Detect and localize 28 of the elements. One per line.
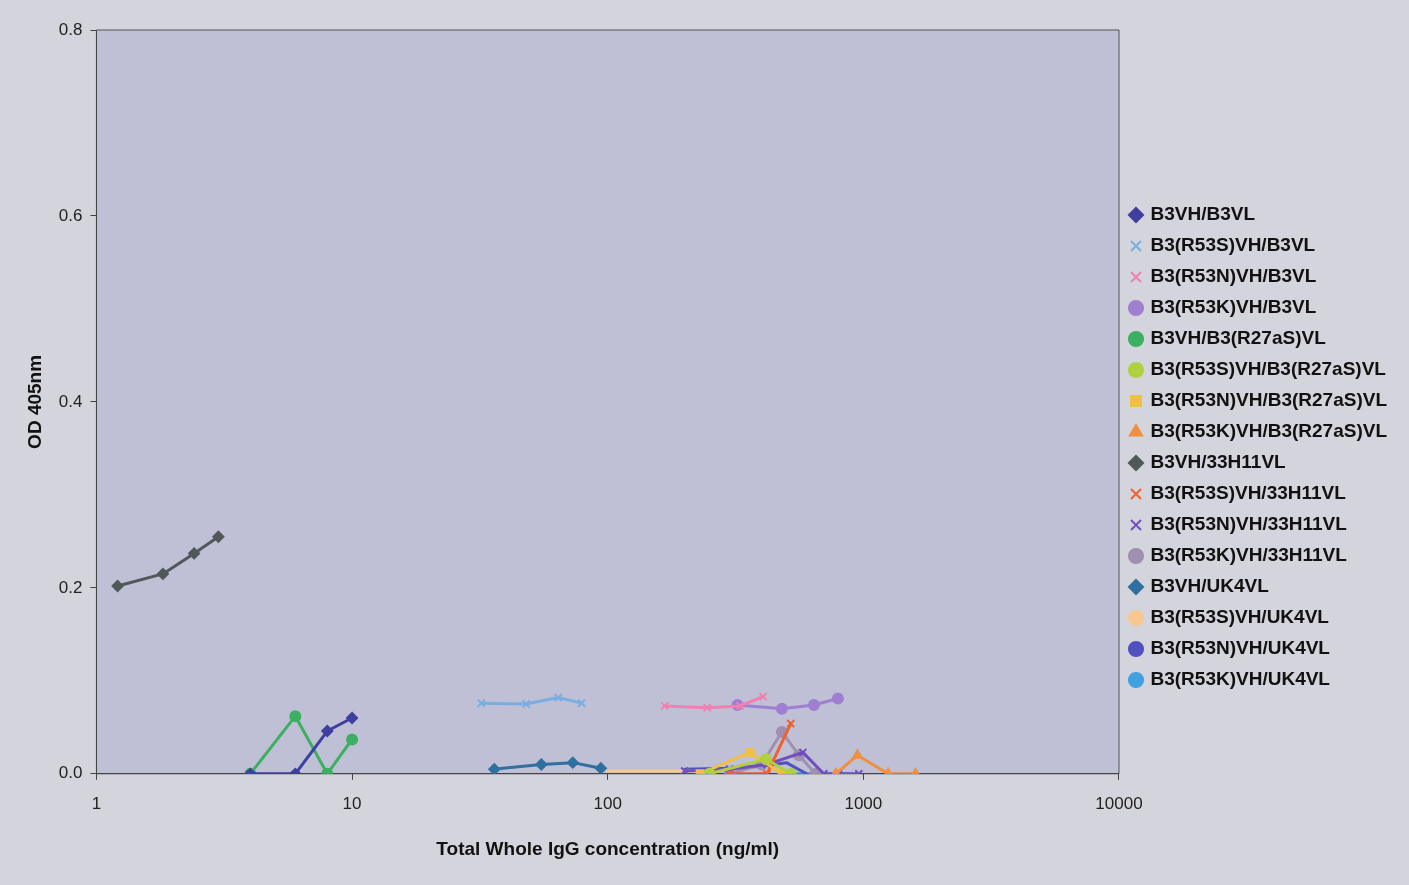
legend-label: B3(R53K)VH/UK4VL (1150, 668, 1331, 690)
x-tick-label: 1 (91, 793, 102, 813)
legend-label: B3(R53K)VH/B3(R27aS)VL (1150, 420, 1388, 442)
legend-label: B3(R53S)VH/33H11VL (1150, 482, 1347, 504)
legend-label: B3(R53S)VH/B3(R27aS)VL (1150, 358, 1387, 380)
legend-label: B3VH/UK4VL (1150, 575, 1270, 597)
legend-label: B3(R53N)VH/B3(R27aS)VL (1150, 389, 1388, 411)
legend-label: B3(R53N)VH/UK4VL (1150, 637, 1331, 659)
y-tick-label: 0.4 (58, 391, 83, 411)
legend-label: B3(R53S)VH/UK4VL (1150, 606, 1330, 628)
x-tick-label: 1000 (844, 793, 883, 813)
legend-label: B3(R53S)VH/B3VL (1150, 234, 1316, 256)
legend-label: B3VH/B3VL (1150, 203, 1256, 225)
legend-label: B3VH/B3(R27aS)VL (1150, 327, 1327, 349)
legend-label: B3(R53N)VH/B3VL (1150, 265, 1317, 287)
x-tick-label: 10000 (1095, 793, 1143, 813)
x-tick-label: 10 (342, 793, 362, 813)
y-tick-label: 0.2 (58, 577, 83, 597)
y-tick-label: 0.8 (58, 19, 83, 39)
legend-label: B3(R53N)VH/33H11VL (1150, 513, 1348, 535)
x-tick-label: 100 (593, 793, 622, 813)
y-tick-label: 0.6 (58, 205, 83, 225)
legend-label: B3(R53K)VH/33H11VL (1150, 544, 1348, 566)
x-axis-title: Total Whole IgG concentration (ng/ml) (436, 837, 780, 859)
legend-label: B3VH/33H11VL (1150, 451, 1287, 473)
y-tick-label: 0.0 (58, 763, 83, 783)
legend-label: B3(R53K)VH/B3VL (1150, 296, 1317, 318)
y-axis-title: OD 405nm (23, 354, 45, 449)
